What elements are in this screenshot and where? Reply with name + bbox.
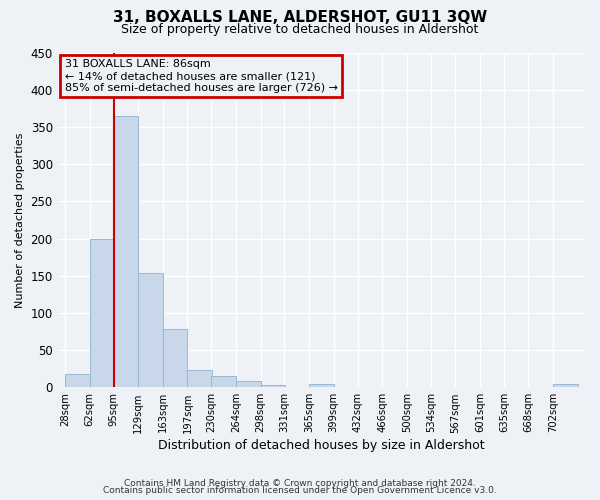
Bar xyxy=(113,116,138,388)
Y-axis label: Number of detached properties: Number of detached properties xyxy=(15,132,25,308)
Bar xyxy=(138,274,163,388)
Bar xyxy=(236,382,260,388)
Bar xyxy=(309,384,334,388)
Text: Size of property relative to detached houses in Aldershot: Size of property relative to detached ho… xyxy=(121,22,479,36)
Bar xyxy=(163,328,187,388)
Bar xyxy=(187,370,212,388)
Text: Contains HM Land Registry data © Crown copyright and database right 2024.: Contains HM Land Registry data © Crown c… xyxy=(124,478,476,488)
Bar xyxy=(89,238,114,388)
Bar xyxy=(553,384,578,388)
X-axis label: Distribution of detached houses by size in Aldershot: Distribution of detached houses by size … xyxy=(158,440,485,452)
Bar xyxy=(211,376,236,388)
Text: 31, BOXALLS LANE, ALDERSHOT, GU11 3QW: 31, BOXALLS LANE, ALDERSHOT, GU11 3QW xyxy=(113,10,487,25)
Bar xyxy=(260,385,285,388)
Bar xyxy=(65,374,89,388)
Text: Contains public sector information licensed under the Open Government Licence v3: Contains public sector information licen… xyxy=(103,486,497,495)
Text: 31 BOXALLS LANE: 86sqm
← 14% of detached houses are smaller (121)
85% of semi-de: 31 BOXALLS LANE: 86sqm ← 14% of detached… xyxy=(65,60,338,92)
